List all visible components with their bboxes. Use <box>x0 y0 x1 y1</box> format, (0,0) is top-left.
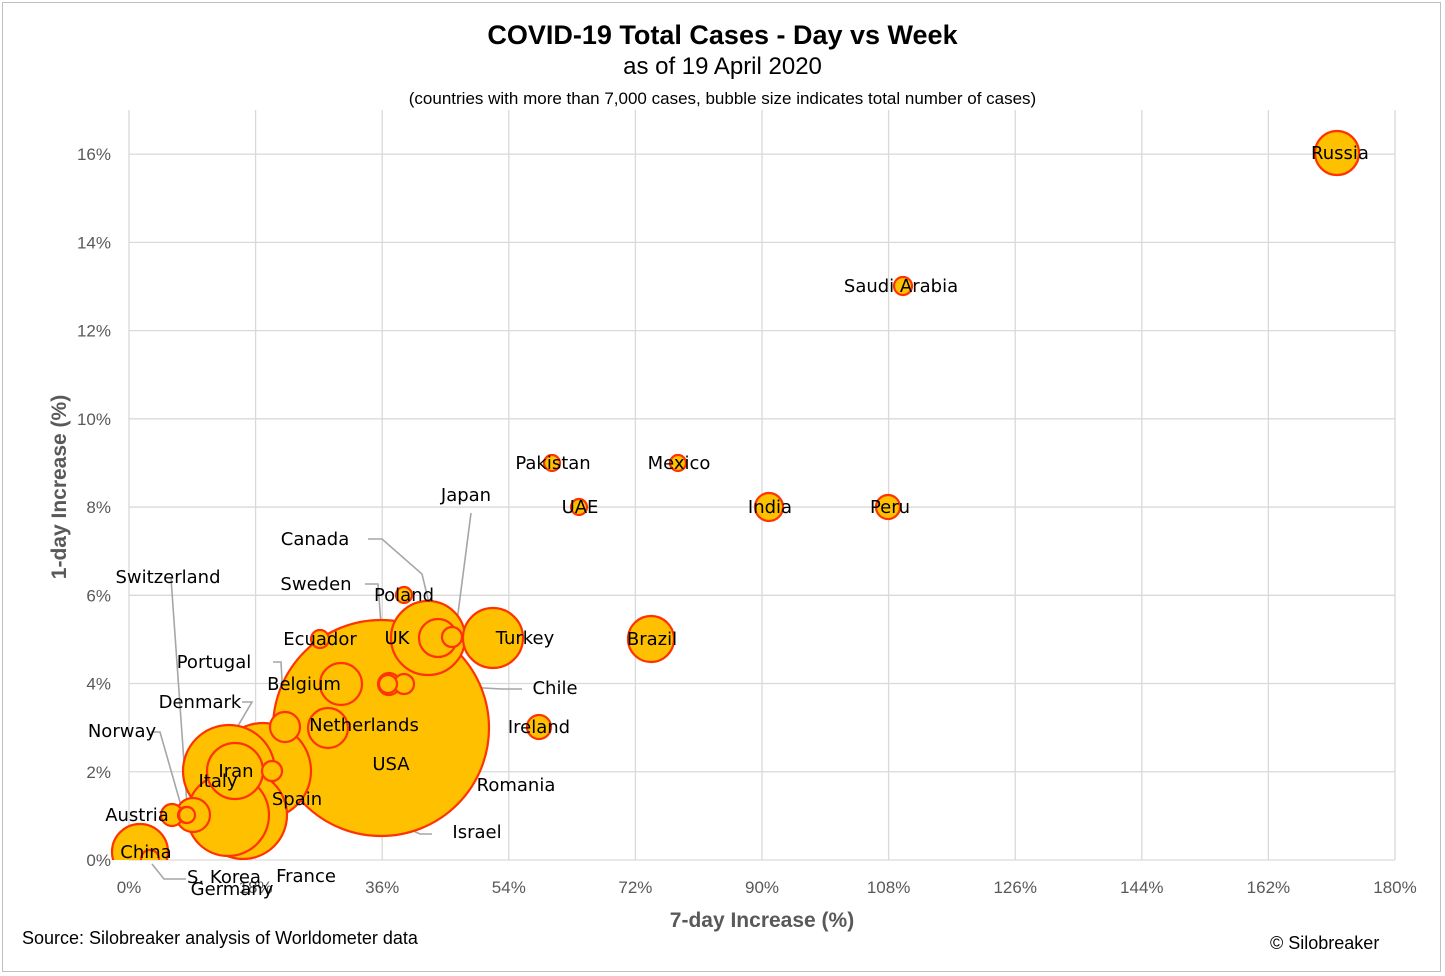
data-label: Peru <box>870 497 910 518</box>
leader-line <box>151 731 183 810</box>
bubble-poland <box>394 585 414 605</box>
x-tick-label: 126% <box>993 878 1036 897</box>
bubble-netherlands <box>306 706 350 750</box>
x-tick-label: 162% <box>1247 878 1290 897</box>
chart-subtitle: as of 19 April 2020 <box>623 53 822 80</box>
data-label: Brazil <box>627 629 677 650</box>
y-tick-label: 16% <box>77 145 111 164</box>
y-tick-label: 12% <box>77 322 111 341</box>
x-tick-label: 144% <box>1120 878 1163 897</box>
bubble-israel <box>260 759 284 783</box>
data-label: Poland <box>374 585 434 606</box>
data-label: Israel <box>452 822 501 843</box>
bubble-mexico <box>668 453 688 473</box>
y-tick-label: 6% <box>86 586 111 605</box>
data-label: Norway <box>88 721 157 742</box>
y-tick-label: 4% <box>86 675 111 694</box>
x-tick-label: 54% <box>492 878 526 897</box>
data-label: Ireland <box>508 717 570 738</box>
bubble-peru <box>874 493 902 521</box>
bubbles <box>110 129 1361 860</box>
data-label: Turkey <box>495 628 555 649</box>
data-label: India <box>748 497 792 518</box>
bubble-india <box>753 491 785 523</box>
data-label: Austria <box>105 805 169 826</box>
x-tick-label: 180% <box>1373 878 1416 897</box>
y-tick-label: 10% <box>77 410 111 429</box>
data-label: UAE <box>562 497 599 518</box>
data-label: Canada <box>281 529 350 550</box>
x-tick-label: 18% <box>239 878 273 897</box>
data-label: Pakistan <box>515 453 590 474</box>
x-tick-label: 108% <box>867 878 910 897</box>
data-label: Switzerland <box>116 567 221 588</box>
x-axis-label: 7-day Increase (%) <box>670 909 854 932</box>
y-tick-label: 8% <box>86 498 111 517</box>
bubble-ecuador <box>309 628 331 650</box>
bubble-pakistan <box>542 453 562 473</box>
data-label: Mexico <box>648 453 711 474</box>
bubble-portugal <box>268 710 302 744</box>
data-label: Iran <box>218 761 253 782</box>
bubble-russia <box>1313 129 1361 177</box>
y-tick-label: 0% <box>86 851 111 870</box>
data-label: China <box>120 842 171 863</box>
y-tick-label: 14% <box>77 233 111 252</box>
source-note: Source: Silobreaker analysis of Worldome… <box>22 928 418 948</box>
data-label: Italy <box>198 771 237 792</box>
bubble-norway <box>177 805 197 825</box>
data-label: USA <box>372 754 410 775</box>
bubble-uae <box>569 497 589 517</box>
data-label: UK <box>385 628 411 649</box>
data-label: Japan <box>440 485 491 506</box>
x-tick-label: 90% <box>745 878 779 897</box>
y-tick-label: 2% <box>86 763 111 782</box>
y-axis-label: 1-day Increase (%) <box>48 395 71 579</box>
bubble-japan <box>440 625 464 649</box>
data-label: Belgium <box>267 674 341 695</box>
data-label: Germany <box>191 879 274 900</box>
data-label: Romania <box>477 775 556 796</box>
copyright-note: © Silobreaker <box>1270 933 1380 953</box>
data-label: Netherlands <box>309 715 419 736</box>
leader-line <box>151 863 186 880</box>
axes: 0% 18% 36% 54% 72% 90% 108% 126% 144% 162% 180% 0% 2… <box>77 110 1417 897</box>
bubble-belgium <box>318 661 364 707</box>
bubble-romania <box>377 673 399 695</box>
bubble-saudi-arabia <box>892 275 914 297</box>
bubble-ireland <box>525 713 553 741</box>
data-label: Russia <box>1311 143 1369 164</box>
chart-note: (countries with more than 7,000 cases, b… <box>408 89 1037 108</box>
data-label: Spain <box>272 789 322 810</box>
bubble-brazil <box>626 614 676 664</box>
data-label: France <box>276 866 336 887</box>
bubble-s-korea <box>139 848 161 860</box>
data-label: Sweden <box>280 574 351 595</box>
data-label: Ecuador <box>283 629 357 650</box>
data-label: Portugal <box>177 652 252 673</box>
data-label: Saudi Arabia <box>844 276 958 297</box>
leader-line <box>455 512 472 630</box>
chart-title: COVID-19 Total Cases - Day vs Week <box>487 20 958 50</box>
data-label: Chile <box>532 678 577 699</box>
x-tick-label: 36% <box>365 878 399 897</box>
data-label: S. Korea <box>187 867 261 888</box>
x-tick-label: 72% <box>618 878 652 897</box>
data-label: Denmark <box>159 692 242 713</box>
leader-line <box>170 577 188 806</box>
x-tick-label: 0% <box>117 878 142 897</box>
